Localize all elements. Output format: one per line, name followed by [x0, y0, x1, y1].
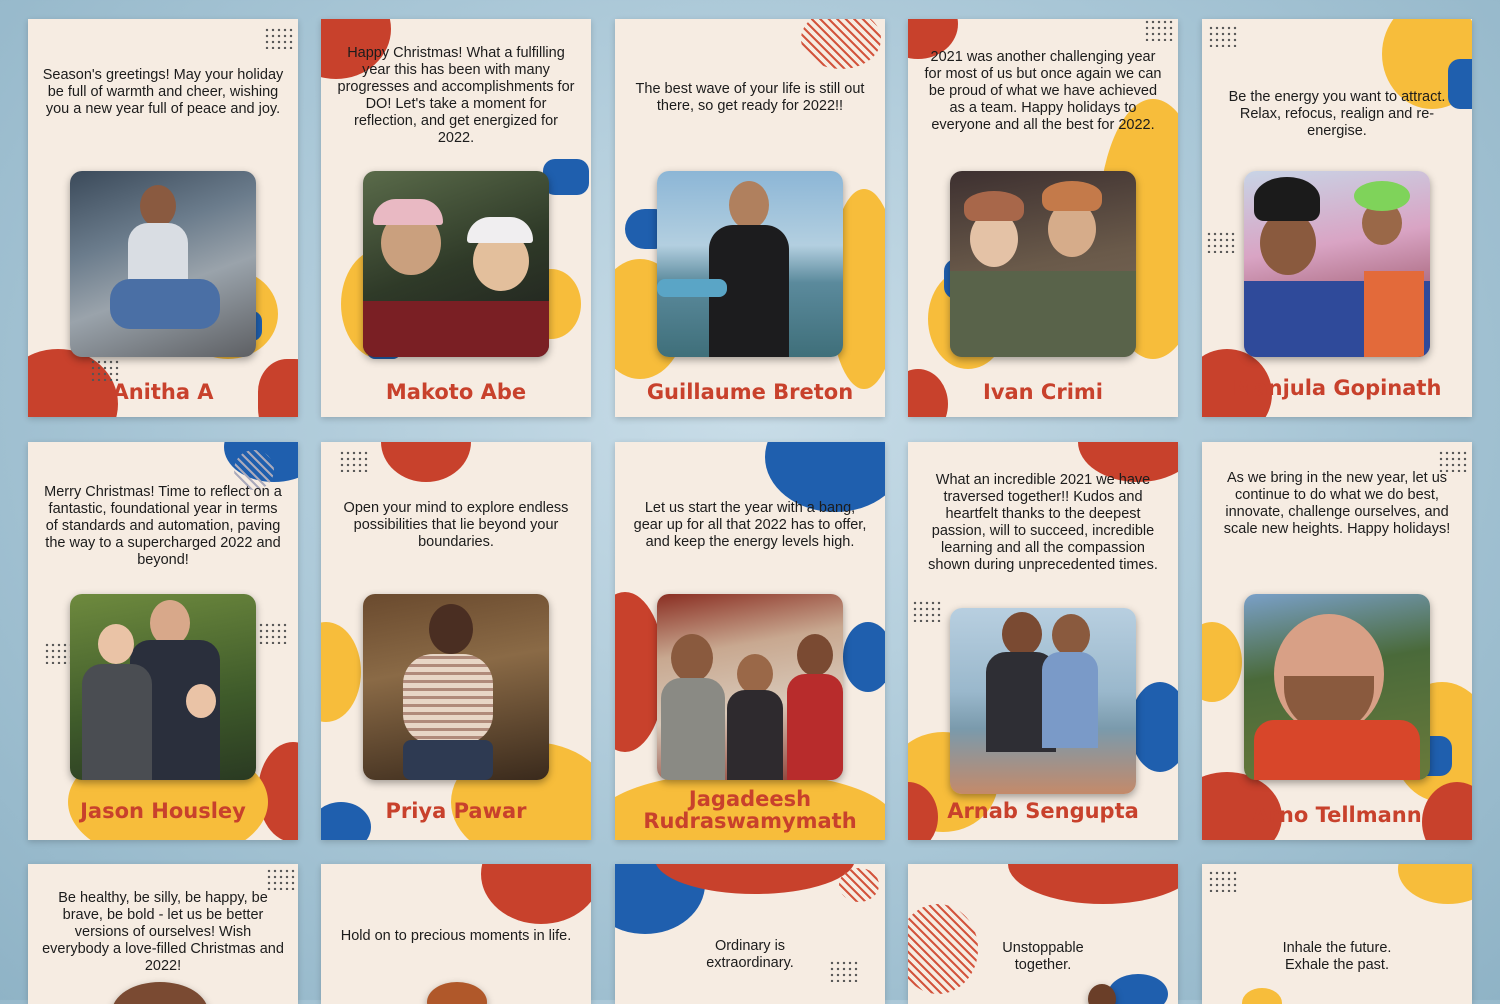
card-message: Hold on to precious moments in life.	[340, 928, 572, 944]
decor-blue-blob	[1108, 974, 1168, 1004]
person-name: Guillaume Breton	[646, 380, 854, 404]
greeting-card: Hold on to precious moments in life.	[321, 864, 591, 1004]
decor-red-blob	[258, 359, 298, 417]
greeting-card: 2021 was another challenging year for mo…	[908, 19, 1178, 417]
card-message: As we bring in the new year, let us cont…	[1223, 470, 1451, 537]
person-name: Arnab Sengupta	[947, 799, 1139, 823]
decor-dots	[266, 868, 296, 890]
person-name: Arno Tellmann	[1252, 803, 1422, 827]
decor-red-blob	[381, 442, 471, 482]
person-name: Makoto Abe	[385, 380, 527, 404]
greeting-card: Unstoppable together.	[908, 864, 1178, 1004]
portrait-photo	[363, 171, 549, 357]
decor-blue-blob	[843, 622, 885, 692]
card-message: Season's greetings! May your holiday be …	[42, 67, 284, 117]
card-message: Merry Christmas! Time to reflect on a fa…	[44, 484, 282, 568]
decor-dots	[339, 450, 369, 472]
card-message: Happy Christmas! What a fulfilling year …	[337, 45, 575, 146]
decor-yellow-blob	[1398, 864, 1472, 904]
greeting-card: Open your mind to explore endless possib…	[321, 442, 591, 840]
greeting-card: As we bring in the new year, let us cont…	[1202, 442, 1472, 840]
portrait-photo	[70, 171, 256, 357]
decor-red-blob	[481, 864, 591, 924]
person-name: Jason Housley	[80, 799, 246, 823]
decor-stripes	[234, 450, 274, 490]
decor-stripes	[801, 19, 881, 69]
decor-dots	[1206, 231, 1236, 253]
portrait-photo	[1244, 594, 1430, 780]
card-message: Let us start the year with a bang, gear …	[633, 500, 867, 550]
decor-dots	[1438, 450, 1468, 472]
card-message: Inhale the future. Exhale the past.	[1282, 940, 1392, 973]
greeting-card: The best wave of your life is still out …	[615, 19, 885, 417]
card-message: The best wave of your life is still out …	[635, 81, 865, 114]
decor-blue-blob	[1448, 59, 1472, 109]
portrait-photo	[950, 171, 1136, 357]
decor-yellow-blob	[321, 622, 361, 722]
decor-blue-blob	[1130, 682, 1178, 772]
decor-dots	[829, 960, 859, 982]
card-message: Be the energy you want to attract. Relax…	[1228, 89, 1446, 139]
portrait-photo	[427, 982, 487, 1004]
person-name: Manjula Gopinath	[1232, 376, 1442, 400]
decor-stripes	[839, 868, 879, 902]
card-message: Open your mind to explore endless possib…	[343, 500, 569, 550]
person-name: Priya Pawar	[385, 799, 527, 823]
decor-dots	[44, 642, 74, 664]
portrait-photo	[657, 594, 843, 780]
card-message: 2021 was another challenging year for mo…	[924, 49, 1162, 133]
portrait-photo	[657, 171, 843, 357]
decor-yellow-blob	[1242, 988, 1282, 1004]
greeting-card: What an incredible 2021 we have traverse…	[908, 442, 1178, 840]
greeting-card: Be healthy, be silly, be happy, be brave…	[28, 864, 298, 1004]
card-message: Be healthy, be silly, be happy, be brave…	[42, 890, 284, 974]
card-message: What an incredible 2021 we have traverse…	[928, 472, 1158, 573]
greeting-card: Inhale the future. Exhale the past.	[1202, 864, 1472, 1004]
decor-stripes	[908, 904, 978, 994]
portrait-photo	[70, 594, 256, 780]
portrait-photo	[112, 982, 208, 1004]
decor-dots	[1208, 25, 1238, 47]
greeting-card: Merry Christmas! Time to reflect on a fa…	[28, 442, 298, 840]
decor-yellow-blob	[615, 772, 885, 840]
greeting-card: Ordinary is extraordinary.	[615, 864, 885, 1004]
decor-blue-blob	[543, 159, 589, 195]
decor-dots	[912, 600, 942, 622]
decor-dots	[258, 622, 288, 644]
decor-dots	[1144, 19, 1174, 41]
greeting-card: Season's greetings! May your holiday be …	[28, 19, 298, 417]
person-name: Jagadeesh Rudraswamymath	[643, 787, 857, 833]
greeting-card: Let us start the year with a bang, gear …	[615, 442, 885, 840]
portrait-photo	[1088, 984, 1116, 1004]
portrait-photo	[1244, 171, 1430, 357]
card-message: Ordinary is extraordinary.	[706, 938, 794, 971]
decor-dots	[1208, 870, 1238, 892]
portrait-photo	[363, 594, 549, 780]
greeting-card: Happy Christmas! What a fulfilling year …	[321, 19, 591, 417]
decor-red-blob	[1008, 864, 1178, 904]
greeting-card: Be the energy you want to attract. Relax…	[1202, 19, 1472, 417]
decor-dots	[264, 27, 294, 49]
card-message: Unstoppable together.	[1002, 940, 1084, 973]
decor-yellow-blob	[1202, 622, 1242, 702]
decor-dots	[90, 359, 120, 381]
person-name: Ivan Crimi	[983, 380, 1103, 404]
portrait-photo	[950, 608, 1136, 794]
person-name: Anitha A	[112, 380, 214, 404]
